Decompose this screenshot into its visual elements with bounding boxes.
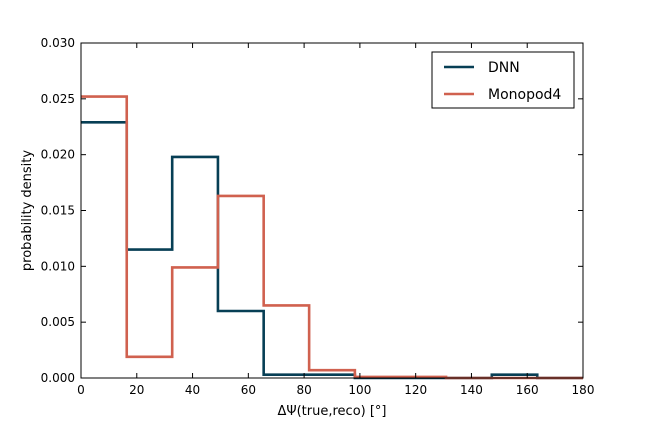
legend-label: Monopod4 xyxy=(488,87,561,103)
y-tick-label: 0.015 xyxy=(41,204,75,218)
y-tick-label: 0.020 xyxy=(41,148,75,162)
y-axis-label: probability density xyxy=(20,150,35,271)
x-tick-label: 80 xyxy=(296,383,311,397)
x-tick-label: 120 xyxy=(404,383,427,397)
legend-label: DNN xyxy=(488,60,520,76)
y-tick-label: 0.025 xyxy=(41,92,75,106)
legend: DNN Monopod4 xyxy=(431,51,575,109)
x-axis-label: ΔΨ(true,reco) [°] xyxy=(277,404,386,419)
y-tick-label: 0.010 xyxy=(41,259,75,273)
x-tick-label: 0 xyxy=(77,383,85,397)
x-tick-label: 140 xyxy=(460,383,483,397)
x-tick-label: 100 xyxy=(348,383,371,397)
y-tick-label: 0.005 xyxy=(41,315,75,329)
x-tick-label: 160 xyxy=(516,383,539,397)
x-tick-label: 180 xyxy=(572,383,595,397)
y-tick-label: 0.030 xyxy=(41,36,75,50)
x-tick-label: 40 xyxy=(185,383,200,397)
x-tick-label: 20 xyxy=(129,383,144,397)
series-line-1 xyxy=(81,120,583,380)
series-layer xyxy=(81,95,583,380)
legend-box xyxy=(431,51,575,109)
x-tick-label: 60 xyxy=(241,383,256,397)
y-tick-label: 0.000 xyxy=(41,371,75,385)
series-line-2 xyxy=(81,95,583,380)
axis-ticks: 0 20 40 60 80 100 120 140 160 180 0.000 0.005 0.010 0… xyxy=(41,36,595,397)
